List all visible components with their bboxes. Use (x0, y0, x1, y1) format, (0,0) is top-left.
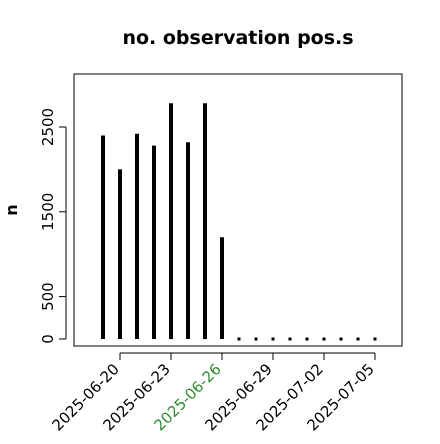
zero-point (271, 337, 275, 341)
zero-point (237, 337, 241, 341)
zero-point (305, 337, 309, 341)
zero-point (373, 337, 377, 341)
y-axis: 0 500 1500 2500 (39, 108, 67, 344)
y-tick-label: 500 (39, 282, 57, 311)
y-tick-label: 0 (39, 334, 57, 344)
zero-point (356, 337, 360, 341)
plot-frame (73, 73, 403, 347)
y-axis-label: n (2, 204, 21, 215)
zero-point (339, 337, 343, 341)
zero-point (322, 337, 326, 341)
x-axis: 2025-06-202025-06-232025-06-262025-06-29… (48, 352, 378, 434)
y-tick-label: 2500 (39, 108, 57, 146)
bars-group (101, 103, 377, 341)
y-tick-label: 1500 (39, 193, 57, 231)
zero-point (254, 337, 258, 341)
chart-title: no. observation pos.s (122, 27, 353, 49)
zero-point (288, 337, 292, 341)
